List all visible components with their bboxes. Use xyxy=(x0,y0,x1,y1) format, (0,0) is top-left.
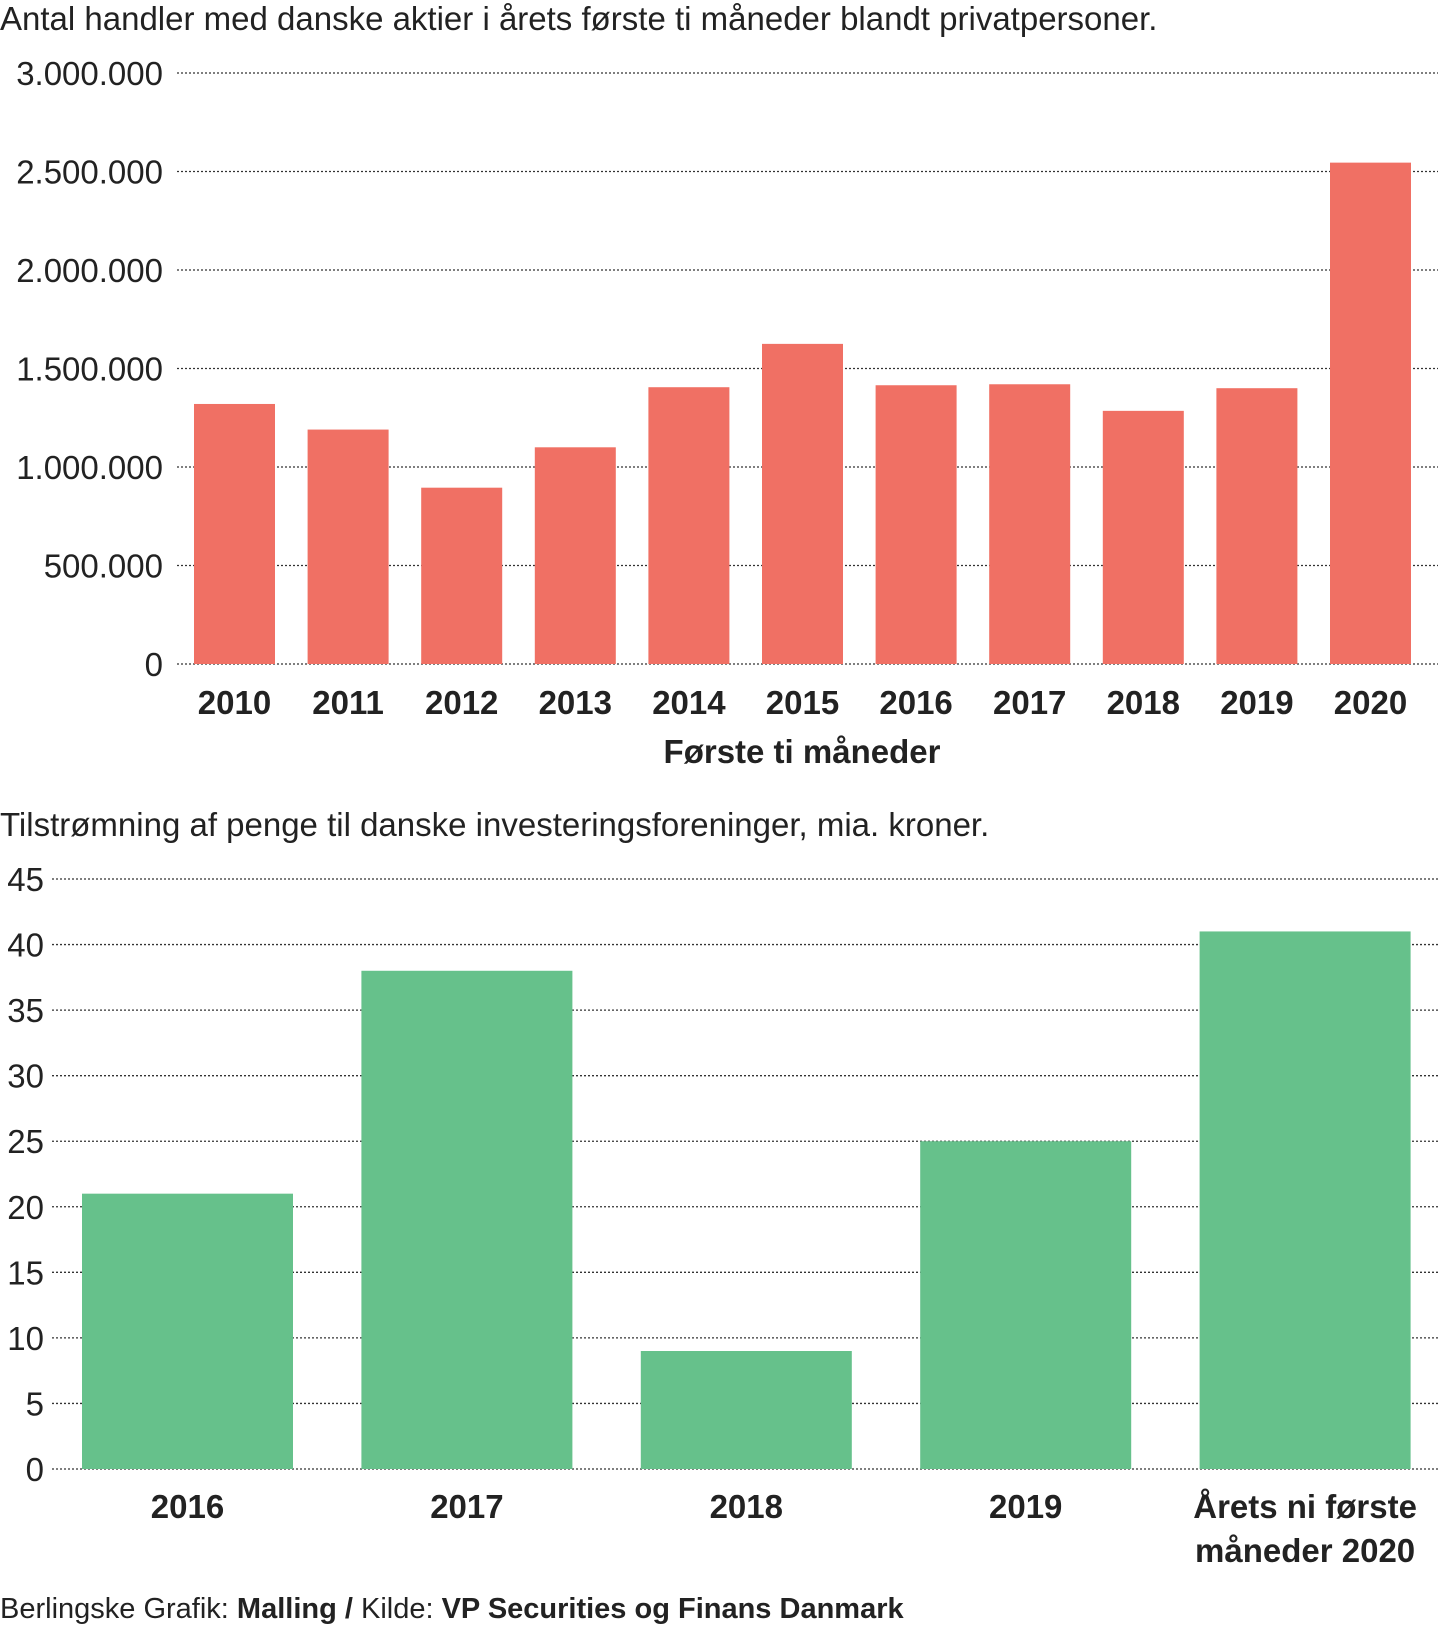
bar-2016 xyxy=(82,1193,293,1469)
chart1: 0 500.000 1.000.000 1.500.000 2.000.000 2.500… xyxy=(16,55,1438,721)
y-tick-label: 40 xyxy=(7,927,44,964)
footer-author: Malling xyxy=(237,1593,337,1625)
bar-2015 xyxy=(762,343,843,664)
chart1-xlabel: Første ti måneder xyxy=(664,733,941,770)
x-tick-label: Årets ni første xyxy=(1193,1488,1417,1525)
bar-årets-ni-første-måneder-2020 xyxy=(1199,931,1411,1469)
x-tick-label: 2017 xyxy=(993,684,1066,721)
x-tick-label: 2014 xyxy=(652,684,726,721)
x-tick-label: 2015 xyxy=(766,684,839,721)
y-tick-label: 15 xyxy=(7,1254,44,1291)
chart1-title: Antal handler med danske aktier i årets … xyxy=(0,0,1157,37)
bar-2011 xyxy=(307,429,389,664)
chart2: 0 5 10 15 20 25 30 35 40 45 2016 2017 2018 2019 Årets … xyxy=(7,861,1438,1569)
bar-2012 xyxy=(421,487,503,664)
y-tick-label: 0 xyxy=(26,1451,44,1488)
y-tick-label: 20 xyxy=(7,1189,44,1226)
footer-sep: / xyxy=(337,1593,361,1625)
footer-source: VP Securities og Finans Danmark xyxy=(442,1593,905,1625)
x-tick-label: måneder 2020 xyxy=(1195,1532,1415,1569)
bar-2019 xyxy=(1216,388,1298,664)
bar-2014 xyxy=(648,387,730,664)
y-tick-label: 3.000.000 xyxy=(16,55,163,92)
bar-2020 xyxy=(1330,162,1411,664)
footer-credit: Berlingske Grafik: Malling / Kilde: VP S… xyxy=(0,1593,904,1625)
x-tick-label: 2019 xyxy=(989,1488,1062,1525)
y-tick-label: 45 xyxy=(7,861,44,898)
bar-2017 xyxy=(361,970,573,1469)
y-tick-label: 2.500.000 xyxy=(16,154,163,191)
x-tick-label: 2019 xyxy=(1220,684,1293,721)
x-tick-label: 2020 xyxy=(1334,684,1407,721)
chart2-title: Tilstrømning af penge til danske investe… xyxy=(0,806,989,843)
bar-2018 xyxy=(640,1351,852,1469)
x-tick-label: 2016 xyxy=(879,684,952,721)
x-tick-label: 2018 xyxy=(1107,684,1180,721)
y-tick-label: 1.000.000 xyxy=(16,449,163,486)
x-tick-label: 2013 xyxy=(539,684,612,721)
y-tick-label: 35 xyxy=(7,992,44,1029)
x-tick-label: 2012 xyxy=(425,684,498,721)
bar-2018 xyxy=(1102,410,1184,664)
x-tick-label: 2016 xyxy=(151,1488,224,1525)
y-tick-label: 2.000.000 xyxy=(16,252,163,289)
y-tick-label: 25 xyxy=(7,1123,44,1160)
x-tick-label: 2018 xyxy=(710,1488,783,1525)
y-tick-label: 500.000 xyxy=(44,548,163,585)
y-tick-label: 5 xyxy=(26,1385,44,1422)
bar-2013 xyxy=(534,447,616,664)
bar-2017 xyxy=(989,384,1071,664)
footer-prefix: Berlingske Grafik: xyxy=(0,1593,237,1625)
x-tick-label: 2017 xyxy=(430,1488,503,1525)
y-tick-label: 1.500.000 xyxy=(16,351,163,388)
bar-2019 xyxy=(920,1141,1132,1469)
footer-source-label: Kilde: xyxy=(361,1593,442,1625)
y-tick-label: 0 xyxy=(145,646,163,683)
y-tick-label: 30 xyxy=(7,1058,44,1095)
x-tick-label: 2011 xyxy=(312,684,384,721)
x-tick-label: 2010 xyxy=(198,684,271,721)
bar-2010 xyxy=(194,403,275,664)
y-tick-label: 10 xyxy=(7,1320,44,1357)
bar-2016 xyxy=(875,385,957,664)
